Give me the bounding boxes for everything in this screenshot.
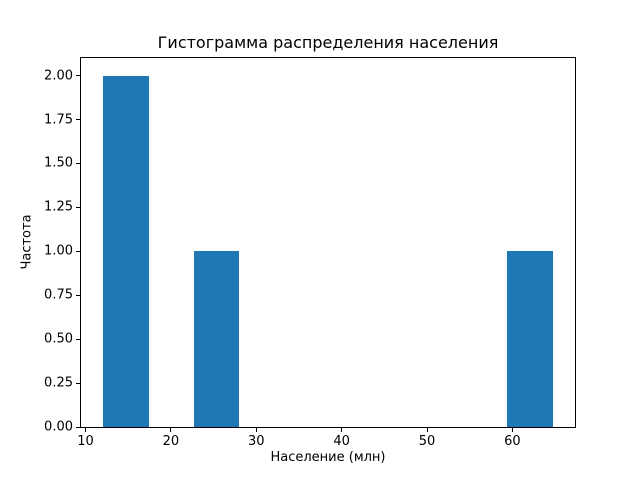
- y-tick-label: 0.50: [44, 331, 73, 347]
- y-tick-mark: [76, 75, 80, 77]
- x-tick-mark: [341, 428, 343, 432]
- x-tick-label: 30: [248, 434, 265, 449]
- x-tick-label: 20: [162, 434, 180, 449]
- x-axis-label: Население (млн): [270, 450, 386, 465]
- x-tick-label: 10: [77, 434, 94, 449]
- x-tick-label: 40: [333, 434, 350, 449]
- y-tick-label: 0.25: [44, 375, 73, 391]
- y-tick-mark: [76, 206, 80, 208]
- y-tick-mark: [76, 382, 80, 384]
- plot-area: 10 20 30 40 50 60 0.00 0.25 0.50 0.75 1.00 1.25 1.50…: [44, 57, 576, 449]
- y-axis-label: Частота: [19, 214, 35, 270]
- y-tick-mark: [76, 426, 80, 428]
- x-tick-mark: [170, 428, 172, 432]
- y-tick-mark: [76, 338, 80, 340]
- y-tick-label: 0.75: [44, 287, 73, 303]
- y-tick-label: 1.00: [44, 243, 73, 259]
- y-tick-label: 1.50: [44, 155, 73, 171]
- y-tick-label: 1.75: [44, 112, 73, 127]
- x-tick-mark: [426, 428, 428, 432]
- histogram-bar: [507, 251, 553, 427]
- x-tick-mark: [511, 428, 513, 432]
- x-tick-mark: [255, 428, 257, 432]
- y-tick-mark: [76, 294, 80, 296]
- y-tick-mark: [76, 250, 80, 252]
- y-tick-label: 1.25: [44, 199, 73, 215]
- x-tick-label: 60: [504, 434, 521, 449]
- y-tick-mark: [76, 162, 80, 164]
- x-tick-mark: [85, 428, 87, 432]
- histogram-bar: [103, 75, 149, 427]
- histogram-bar: [193, 251, 240, 427]
- y-tick-mark: [76, 119, 80, 120]
- y-tick-label: 0.00: [44, 419, 73, 435]
- x-tick-label: 50: [418, 434, 436, 449]
- chart-title: Гистограмма распределения населения: [157, 33, 499, 52]
- y-tick-label: 2.00: [44, 68, 73, 84]
